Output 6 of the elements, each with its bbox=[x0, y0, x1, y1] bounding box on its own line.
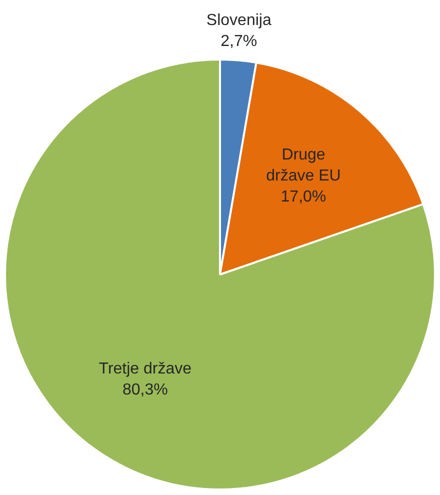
slice-label: Slovenija bbox=[206, 12, 272, 30]
data-label: 17,0% bbox=[280, 188, 326, 206]
slice-label: Tretje države bbox=[98, 360, 192, 378]
data-label: 2,7% bbox=[220, 33, 258, 50]
data-label: 80,3% bbox=[122, 381, 168, 398]
slice-label: Druge države EU bbox=[266, 146, 341, 185]
